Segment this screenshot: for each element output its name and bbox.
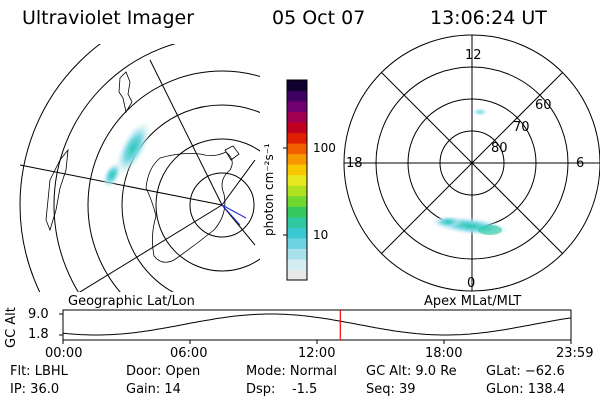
colorbar xyxy=(283,79,308,281)
colorbar-cell xyxy=(287,185,307,197)
aurora-emission-geographic xyxy=(102,120,151,188)
mlt-label-18: 18 xyxy=(346,156,363,171)
colorbar-cell xyxy=(287,227,307,239)
timeline-ytick-bottom: 1.8 xyxy=(28,327,49,342)
gain-info: Gain: 14 xyxy=(126,382,181,397)
timeline-xtick: 00:00 xyxy=(45,346,83,361)
colorbar-cell xyxy=(287,90,307,102)
instrument-title: Ultraviolet Imager xyxy=(22,7,195,29)
colorbar-cell xyxy=(287,101,307,113)
colorbar-cell xyxy=(287,248,307,260)
timeline-xtick: 18:00 xyxy=(425,346,463,361)
mlt-label-12: 12 xyxy=(465,48,482,63)
timeline-ytick-top: 9.0 xyxy=(28,307,49,322)
date-label: 05 Oct 07 xyxy=(272,7,366,29)
gc-alt-info: GC Alt: 9.0 Re xyxy=(366,364,457,379)
colorbar-cell xyxy=(287,111,307,123)
door-info: Door: Open xyxy=(126,364,201,379)
dsp-info: Dsp: -1.5 xyxy=(246,382,318,397)
colorbar-tick-100: 100 xyxy=(313,141,336,155)
glon-info: GLon: 138.4 xyxy=(486,382,566,397)
geographic-panel-label: Geographic Lat/Lon xyxy=(68,294,195,309)
colorbar-unit-label: photon cm⁻²s⁻¹ xyxy=(262,143,276,236)
timeline-ylabel: GC Alt xyxy=(4,307,19,348)
colorbar-cell xyxy=(287,269,307,281)
altitude-timeline xyxy=(59,309,572,344)
mlat-mlt-grid xyxy=(343,34,600,292)
timeline-xtick: 23:59 xyxy=(556,346,594,361)
colorbar-cell xyxy=(287,174,307,186)
colorbar-cell xyxy=(287,195,307,207)
colorbar-cell xyxy=(287,122,307,134)
mlat-label-70: 70 xyxy=(513,120,530,135)
colorbar-cell xyxy=(287,216,307,228)
timeline-xtick: 12:00 xyxy=(298,346,336,361)
colorbar-cell xyxy=(287,80,307,92)
filter-info: Flt: LBHL xyxy=(10,364,68,379)
colorbar-cell xyxy=(287,153,307,165)
colorbar-tick-10: 10 xyxy=(313,228,329,242)
colorbar-cell xyxy=(287,132,307,144)
time-label: 13:06:24 UT xyxy=(430,7,547,29)
colorbar-cell xyxy=(287,237,307,249)
colorbar-cell xyxy=(287,164,307,176)
seq-info: Seq: 39 xyxy=(366,382,416,397)
ip-info: IP: 36.0 xyxy=(10,382,60,397)
glat-info: GLat: −62.6 xyxy=(486,364,565,379)
mode-info: Mode: Normal xyxy=(246,364,337,379)
apex-panel-label: Apex MLat/MLT xyxy=(424,294,522,309)
timeline-xtick: 06:00 xyxy=(170,346,208,361)
colorbar-cell xyxy=(287,258,307,270)
colorbar-cell xyxy=(287,143,307,155)
mlat-label-80: 80 xyxy=(491,141,508,156)
mlt-label-0: 0 xyxy=(467,276,476,291)
aurora-oval-mlt xyxy=(430,108,510,236)
mlt-label-6: 6 xyxy=(576,156,585,171)
mlat-label-60: 60 xyxy=(535,98,552,113)
colorbar-cell xyxy=(287,206,307,218)
pole-indicator xyxy=(221,204,247,226)
